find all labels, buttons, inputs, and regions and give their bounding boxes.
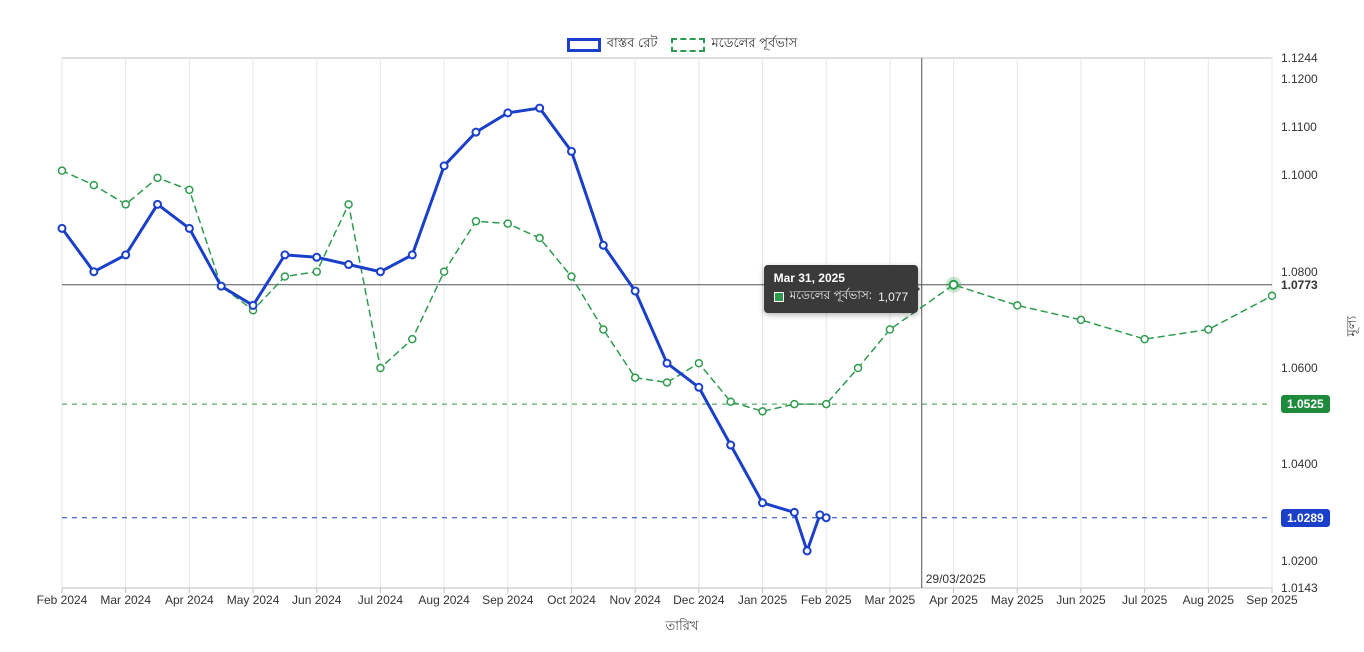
reference-line-label: 1.0525 — [1281, 395, 1330, 413]
legend-item-actual[interactable]: বাস্তব রেট — [567, 34, 658, 55]
y-tick-label: 1.0400 — [1281, 457, 1318, 471]
y-tick-label: 1.1000 — [1281, 168, 1318, 182]
y-axis-title: মূল্য — [1343, 316, 1364, 337]
x-tick-label: Jan 2025 — [738, 593, 787, 607]
legend-forecast-label: মডেলের পূর্বভাস — [711, 34, 797, 55]
tooltip-series-label: মডেলের পূর্বভাস: — [790, 287, 873, 307]
x-tick-label: Sep 2024 — [482, 593, 533, 607]
legend-actual-label: বাস্তব রেট — [607, 34, 658, 55]
x-tick-label: Mar 2025 — [865, 593, 916, 607]
vertical-line-date: 29/03/2025 — [926, 572, 986, 586]
x-tick-label: May 2024 — [227, 593, 280, 607]
x-tick-label: Aug 2024 — [418, 593, 469, 607]
x-tick-label: Feb 2024 — [37, 593, 88, 607]
legend: বাস্তব রেট মডেলের পূর্বভাস — [0, 34, 1364, 55]
actual-swatch-icon — [567, 38, 601, 52]
x-tick-label: Mar 2024 — [100, 593, 151, 607]
x-tick-label: Oct 2024 — [547, 593, 596, 607]
x-tick-label: Sep 2025 — [1246, 593, 1297, 607]
x-tick-label: Feb 2025 — [801, 593, 852, 607]
y-tick-label: 1.1200 — [1281, 72, 1318, 86]
y-tick-label: 1.0800 — [1281, 265, 1318, 279]
x-tick-label: Dec 2024 — [673, 593, 724, 607]
x-tick-label: Jun 2025 — [1056, 593, 1105, 607]
forecast-swatch-icon — [671, 38, 705, 52]
reference-line-label: 1.0289 — [1281, 509, 1330, 527]
x-tick-label: Apr 2024 — [165, 593, 214, 607]
x-tick-label: Nov 2024 — [609, 593, 660, 607]
x-tick-label: Jul 2024 — [358, 593, 403, 607]
y-tick-label: 1.0200 — [1281, 554, 1318, 568]
tooltip: Mar 31, 2025 মডেলের পূর্বভাস: 1,077 — [764, 265, 919, 313]
forecast-marker-icon — [774, 292, 784, 302]
x-tick-label: Aug 2025 — [1183, 593, 1234, 607]
y-tick-label: 1.0600 — [1281, 361, 1318, 375]
rate-forecast-chart[interactable]: বাস্তব রেট মডেলের পূর্বভাস তারিখ মূল্য F… — [0, 0, 1364, 652]
x-tick-label: May 2025 — [991, 593, 1044, 607]
y-tick-label: 1.1244 — [1281, 51, 1318, 65]
tooltip-title: Mar 31, 2025 — [774, 271, 909, 285]
x-tick-label: Apr 2025 — [929, 593, 978, 607]
x-tick-label: Jul 2025 — [1122, 593, 1167, 607]
legend-item-forecast[interactable]: মডেলের পূর্বভাস — [671, 34, 797, 55]
x-axis-title: তারিখ — [666, 617, 699, 638]
x-tick-label: Jun 2024 — [292, 593, 341, 607]
y-tick-label: 1.0143 — [1281, 581, 1318, 595]
y-tick-label: 1.1100 — [1281, 120, 1317, 134]
reference-line-label: 1.0773 — [1281, 278, 1318, 292]
chart-svg — [0, 0, 1364, 652]
tooltip-value: 1,077 — [878, 290, 908, 304]
